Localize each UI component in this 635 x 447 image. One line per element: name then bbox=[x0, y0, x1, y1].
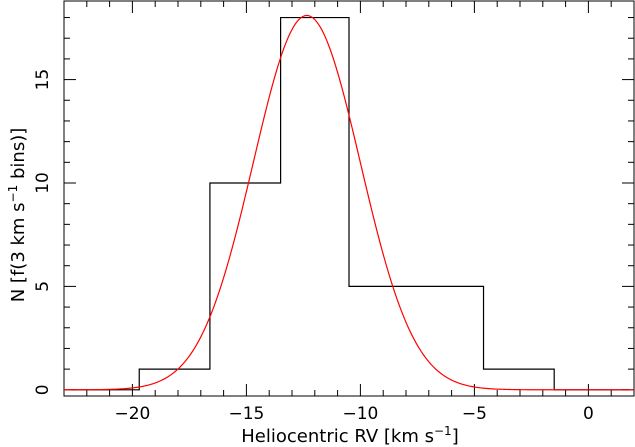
plot-border bbox=[63, 0, 635, 397]
y-axis-ticks: 0 5 10 15 bbox=[33, 17, 634, 395]
plot-frame bbox=[63, 0, 635, 397]
x-tick-label: −15 bbox=[228, 404, 264, 424]
histogram-series bbox=[70, 16, 630, 391]
x-axis-label: Heliocentric RV [km s−1] bbox=[241, 424, 458, 447]
y-tick-label: 0 bbox=[33, 384, 53, 395]
gaussian-fit-series bbox=[64, 14, 634, 391]
gaussian-fit-curve bbox=[64, 14, 634, 391]
x-tick-label: 0 bbox=[583, 404, 594, 424]
y-tick-label: 5 bbox=[33, 281, 53, 292]
x-axis-ticks: −20 −15 −10 −5 0 bbox=[63, 1, 635, 424]
y-axis-label: N [f(3 km s−1 bins)] bbox=[6, 128, 29, 303]
histogram-bar bbox=[281, 18, 349, 390]
x-tick-label: −10 bbox=[342, 404, 378, 424]
histogram-bar bbox=[415, 286, 483, 389]
y-tick-label: 15 bbox=[33, 69, 53, 91]
histogram-bar bbox=[349, 286, 415, 389]
x-tick-label: −20 bbox=[114, 404, 150, 424]
x-tick-label: −5 bbox=[462, 404, 487, 424]
histogram-step-line bbox=[70, 16, 630, 391]
y-tick-label: 10 bbox=[33, 172, 53, 194]
histogram-bar bbox=[484, 369, 555, 390]
